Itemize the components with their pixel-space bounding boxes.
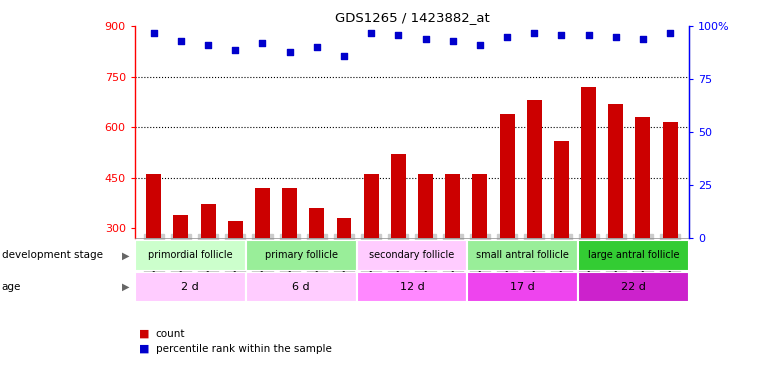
Text: ■: ■	[139, 329, 149, 339]
Text: count: count	[156, 329, 185, 339]
Bar	[445, 174, 460, 329]
Text: small antral follicle: small antral follicle	[477, 251, 569, 260]
Point	[283, 49, 296, 55]
Point	[610, 34, 622, 40]
Text: percentile rank within the sample: percentile rank within the sample	[156, 344, 331, 354]
Point	[582, 32, 594, 38]
Bar	[135, 272, 246, 302]
Bar	[246, 240, 357, 271]
Bar	[578, 240, 689, 271]
Bar	[255, 188, 270, 329]
Bar	[135, 240, 246, 271]
Text: secondary follicle: secondary follicle	[370, 251, 454, 260]
Text: large antral follicle: large antral follicle	[588, 251, 679, 260]
Text: ▶: ▶	[122, 282, 129, 292]
Point	[310, 45, 323, 51]
Bar	[608, 104, 623, 329]
Bar	[473, 174, 487, 329]
Point	[501, 34, 514, 40]
Text: 2 d: 2 d	[181, 282, 199, 292]
Text: ■: ■	[139, 344, 149, 354]
Bar	[357, 240, 467, 271]
Point	[229, 46, 242, 53]
Bar	[581, 87, 596, 329]
Bar	[500, 114, 514, 329]
Text: 17 d: 17 d	[511, 282, 535, 292]
Bar	[467, 272, 578, 302]
Text: ▶: ▶	[122, 251, 129, 260]
Bar	[391, 154, 406, 329]
Bar	[173, 214, 189, 329]
Point	[148, 30, 160, 36]
Bar	[336, 218, 351, 329]
Point	[338, 53, 350, 59]
Text: development stage: development stage	[2, 251, 102, 260]
Point	[392, 32, 404, 38]
Point	[637, 36, 649, 42]
Text: 22 d: 22 d	[621, 282, 646, 292]
Bar	[228, 221, 243, 329]
Point	[256, 40, 269, 46]
Bar	[578, 272, 689, 302]
Bar	[554, 141, 569, 329]
Bar	[357, 272, 467, 302]
Point	[175, 38, 187, 44]
Bar	[310, 208, 324, 329]
Bar	[635, 117, 651, 329]
Bar	[246, 272, 357, 302]
Point	[528, 30, 541, 36]
Title: GDS1265 / 1423882_at: GDS1265 / 1423882_at	[335, 11, 489, 24]
Text: primordial follicle: primordial follicle	[148, 251, 233, 260]
Text: 12 d: 12 d	[400, 282, 424, 292]
Bar	[201, 204, 216, 329]
Bar	[663, 122, 678, 329]
Text: primary follicle: primary follicle	[265, 251, 337, 260]
Bar	[467, 240, 578, 271]
Point	[555, 32, 567, 38]
Bar	[282, 188, 297, 329]
Point	[420, 36, 432, 42]
Point	[474, 42, 486, 48]
Point	[447, 38, 459, 44]
Bar	[418, 174, 433, 329]
Bar	[363, 174, 379, 329]
Text: age: age	[2, 282, 21, 292]
Text: 6 d: 6 d	[293, 282, 310, 292]
Bar	[146, 174, 161, 329]
Point	[365, 30, 377, 36]
Point	[202, 42, 214, 48]
Point	[664, 30, 676, 36]
Bar	[527, 100, 542, 329]
